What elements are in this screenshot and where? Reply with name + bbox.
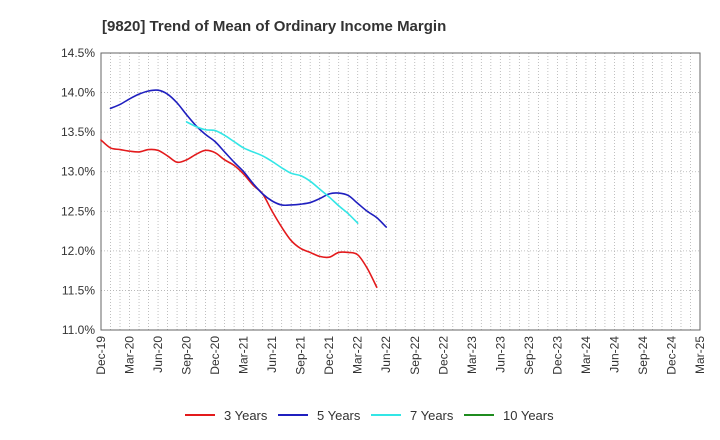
x-tick-label: Jun-22: [379, 336, 393, 373]
x-tick-label: Dec-24: [664, 336, 678, 375]
x-tick-label: Sep-22: [408, 336, 422, 375]
chart-title: [9820] Trend of Mean of Ordinary Income …: [102, 18, 446, 35]
x-tick-label: Jun-21: [265, 336, 279, 373]
y-tick-label: 14.5%: [61, 46, 95, 60]
legend-label-1: 3 Years: [224, 408, 268, 423]
x-tick-label: Mar-22: [351, 336, 365, 374]
legend-label-4: 10 Years: [503, 408, 554, 423]
y-tick-label: 13.5%: [61, 125, 95, 139]
x-tick-label: Sep-23: [522, 336, 536, 375]
plot-area: [101, 53, 700, 330]
x-tick-label: Mar-20: [123, 336, 137, 374]
legend-label-2: 5 Years: [317, 408, 361, 423]
y-tick-label: 14.0%: [61, 86, 95, 100]
x-tick-label: Dec-23: [550, 336, 564, 375]
series-line-3: [185, 121, 359, 224]
x-tick-label: Mar-23: [465, 336, 479, 374]
y-tick-label: 11.5%: [62, 283, 95, 297]
x-tick-label: Dec-22: [436, 336, 450, 375]
x-tick-label: Mar-25: [693, 336, 707, 374]
legend-label-3: 7 Years: [410, 408, 454, 423]
plot-border: [100, 52, 701, 331]
x-tick-label: Dec-21: [322, 336, 336, 375]
y-tick-label: 13.0%: [61, 165, 95, 179]
x-tick-label: Dec-19: [94, 336, 108, 375]
x-tick-label: Mar-21: [237, 336, 251, 374]
y-tick-label: 12.0%: [61, 244, 95, 258]
x-tick-label: Sep-21: [294, 336, 308, 375]
x-tick-label: Jun-24: [607, 336, 621, 373]
x-tick-label: Sep-24: [636, 336, 650, 375]
y-tick-label: 11.0%: [62, 323, 95, 337]
x-tick-label: Sep-20: [180, 336, 194, 375]
y-tick-label: 12.5%: [61, 204, 95, 218]
x-tick-label: Dec-20: [208, 336, 222, 375]
series-line-1: [100, 139, 378, 289]
series-line-2: [109, 89, 388, 228]
x-tick-label: Jun-20: [151, 336, 165, 373]
x-tick-label: Mar-24: [579, 336, 593, 374]
x-tick-label: Jun-23: [493, 336, 507, 373]
